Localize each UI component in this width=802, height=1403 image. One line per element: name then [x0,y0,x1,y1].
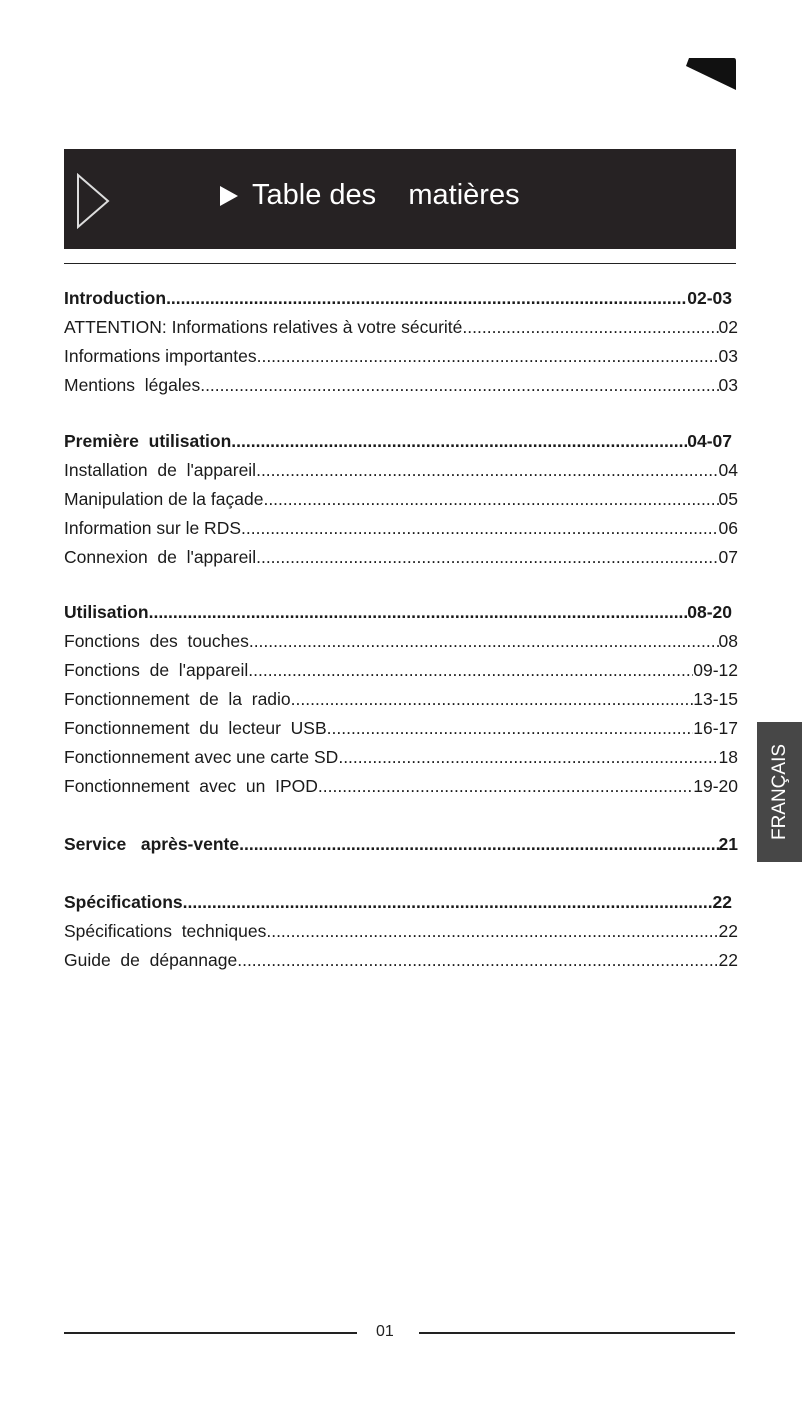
toc-entry[interactable]: Information sur le RDS 06 [64,514,738,543]
page-title-text: Table des matières [252,179,520,211]
toc-entry[interactable]: Fonctionnement avec une carte SD 18 [64,743,738,772]
toc-entry-label: Fonctionnement avec un IPOD [64,776,318,796]
dot-leader [256,543,718,572]
toc-heading[interactable]: Spécifications 22 [64,888,738,917]
toc-page-number: 06 [718,518,738,538]
toc-entry[interactable]: Fonctionnement de la radio 13-15 [64,685,738,714]
toc-entry[interactable]: Guide de dépannage 22 [64,946,738,975]
dot-leader [318,772,693,801]
dot-leader [237,946,718,975]
dot-leader [166,284,687,313]
dot-leader [338,743,718,772]
toc-entry[interactable]: Informations importantes 03 [64,342,738,371]
dot-leader [183,888,713,917]
toc-entry-label: Manipulation de la façade [64,489,264,509]
toc-entry[interactable]: ATTENTION: Informations relatives à votr… [64,313,738,342]
toc-entry-label: Guide de dépannage [64,950,238,970]
toc-entry-label: Informations importantes [64,346,257,366]
toc-entry[interactable]: Fonctions de l'appareil 09-12 [64,656,738,685]
corner-tab-marker [686,58,736,90]
toc-page-number: 13-15 [693,689,738,709]
dot-leader [263,485,718,514]
toc-page-number: 04-07 [687,431,732,451]
toc-page-number: 05 [718,489,738,509]
toc-entry[interactable]: Connexion de l'appareil 07 [64,543,738,572]
toc-section-specifications: Spécifications 22 Spécifications techniqu… [64,888,738,975]
toc-page-number: 03 [718,346,738,366]
toc-page-number: 09-12 [693,660,738,680]
dot-leader [239,830,718,859]
dot-leader [291,685,694,714]
toc-page-number: 22 [718,950,738,970]
dot-leader [256,456,718,485]
toc-entry[interactable]: Spécifications techniques 22 [64,917,738,946]
toc-entry[interactable]: Fonctions des touches 08 [64,627,738,656]
title-banner: Table des matières [64,149,736,249]
toc-page-number: 02-03 [687,288,732,308]
divider [64,263,736,264]
toc-entry-label: ATTENTION: Informations relatives à votr… [64,317,463,337]
toc-entry-label: Fonctionnement du lecteur USB [64,718,327,738]
toc-entry-label: Première utilisation [64,431,232,451]
toc-heading[interactable]: Service après-vente 21 [64,830,738,859]
language-tab: FRANÇAIS [757,722,802,862]
dot-leader [257,342,719,371]
toc-entry-label: Fonctions de l'appareil [64,660,249,680]
toc-page-number: 21 [718,834,738,854]
dot-leader [241,514,719,543]
toc-section-premiere-utilisation: Première utilisation 04-07 Installation d… [64,427,738,572]
toc-entry-label: Introduction [64,288,167,308]
language-label: FRANÇAIS [768,743,790,841]
toc-entry[interactable]: Fonctionnement du lecteur USB 16-17 [64,714,738,743]
toc-heading[interactable]: Introduction 02-03 [64,284,738,313]
toc-entry-label: Spécifications [64,892,183,912]
dot-leader [327,714,694,743]
toc-entry[interactable]: Mentions légales 03 [64,371,738,400]
footer-rule-left [64,1332,357,1334]
dot-leader [149,598,688,627]
toc-heading[interactable]: Utilisation 08-20 [64,598,738,627]
play-icon [220,185,238,206]
toc-page-number: 04 [718,460,738,480]
toc-entry[interactable]: Fonctionnement avec un IPOD 19-20 [64,772,738,801]
toc-section-service: Service après-vente 21 [64,830,738,859]
toc-section-introduction: Introduction 02-03 ATTENTION: Information… [64,284,738,400]
toc-page-number: 19-20 [693,776,738,796]
toc-entry[interactable]: Installation de l'appareil 04 [64,456,738,485]
toc-entry[interactable]: Manipulation de la façade 05 [64,485,738,514]
page-number: 01 [376,1323,394,1340]
toc-entry-label: Fonctionnement avec une carte SD [64,747,339,767]
toc-page-number: 22 [712,892,732,912]
toc-page-number: 22 [718,921,738,941]
toc-section-utilisation: Utilisation 08-20 Fonctions des touches 08… [64,598,738,801]
toc-entry-label: Fonctionnement de la radio [64,689,291,709]
dot-leader [231,427,687,456]
dot-leader [266,917,718,946]
toc-entry-label: Connexion de l'appareil [64,547,257,567]
toc-page-number: 07 [718,547,738,567]
toc-heading[interactable]: Première utilisation 04-07 [64,427,738,456]
toc-entry-label: Service après-vente [64,834,240,854]
dot-leader [462,313,718,342]
toc-page-number: 03 [718,375,738,395]
toc-page-number: 02 [718,317,738,337]
toc-page-number: 08 [718,631,738,651]
toc-entry-label: Mentions légales [64,375,201,395]
play-outline-icon [77,173,110,229]
toc-entry-label: Fonctions des touches [64,631,249,651]
footer-rule-right [419,1332,735,1334]
toc-entry-label: Installation de l'appareil [64,460,257,480]
toc-page-number: 08-20 [687,602,732,622]
toc-entry-label: Utilisation [64,602,149,622]
dot-leader [249,627,719,656]
page-title: Table des matières [220,179,520,212]
toc-page-number: 18 [718,747,738,767]
toc-page-number: 16-17 [693,718,738,738]
dot-leader [248,656,693,685]
toc-entry-label: Spécifications techniques [64,921,267,941]
dot-leader [200,371,718,400]
toc-entry-label: Information sur le RDS [64,518,242,538]
